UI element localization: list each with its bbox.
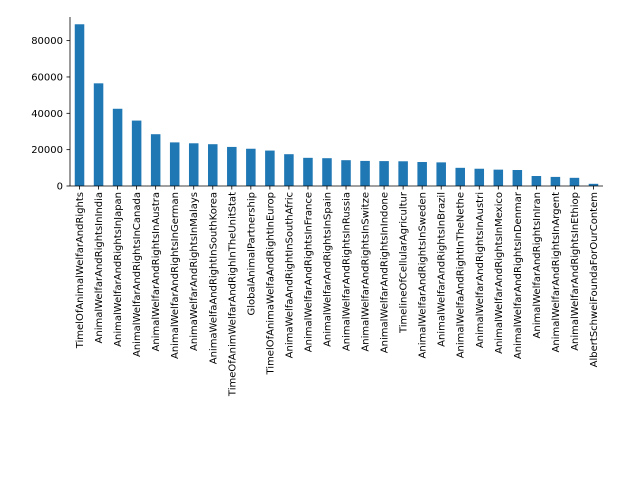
x-tick-label-9: GlobalAnimalPartnership bbox=[246, 192, 257, 316]
x-tick-label-5: AnimalWelfarAndRightsInGerman bbox=[170, 192, 181, 359]
bar-18 bbox=[417, 162, 427, 186]
bar-13 bbox=[322, 158, 332, 186]
x-tick-label-12: AnimalWelfarAndRightsInFrance bbox=[303, 192, 314, 352]
x-axis: TimelOfAnimalWelfarAndRights AnimalWelfar… bbox=[75, 186, 600, 397]
bar-21 bbox=[474, 168, 485, 186]
x-tick-label-0: TimelOfAnimalWelfarAndRights bbox=[75, 192, 86, 349]
y-tick-label-0: 0 bbox=[57, 182, 63, 193]
x-tick-label-18: AnimalWelfarAndRightsInSweden bbox=[418, 192, 429, 358]
x-tick-label-13: AnimalWelfarAndRightsInSpain bbox=[322, 192, 333, 347]
x-tick-label-15: AnimalWelfarAndRightsInSwitze bbox=[361, 192, 372, 352]
bar-17 bbox=[398, 161, 408, 186]
bar-7 bbox=[208, 144, 218, 186]
bar-9 bbox=[246, 148, 256, 186]
x-tick-label-21: AnimalWelfarAndRightsInAustri bbox=[475, 192, 486, 348]
y-tick-label-4: 80000 bbox=[31, 36, 63, 47]
bar-0 bbox=[74, 24, 85, 187]
x-tick-label-4: AnimalWelfarAndRightsInAustra bbox=[151, 192, 162, 352]
bar-10 bbox=[265, 150, 275, 186]
bar-3 bbox=[131, 120, 142, 186]
x-tick-label-7: AnimaWelfaAndRightInSouthKorea bbox=[208, 192, 219, 364]
bar-6 bbox=[188, 143, 199, 186]
bar-24 bbox=[531, 176, 542, 186]
bar-14 bbox=[341, 160, 351, 186]
x-tick-label-3: AnimalWelfarAndRightsInCanada bbox=[132, 192, 143, 357]
bar-4 bbox=[150, 134, 161, 186]
y-tick-label-1: 20000 bbox=[31, 145, 63, 156]
x-tick-label-17: TimelineOfCellularAgricultur bbox=[399, 191, 410, 334]
x-tick-label-14: AnimalWelfarAndRightsInRussia bbox=[342, 192, 353, 351]
bars-group bbox=[74, 24, 599, 187]
bar-23 bbox=[512, 170, 523, 186]
bar-26 bbox=[569, 177, 580, 186]
y-tick-label-3: 60000 bbox=[31, 72, 63, 83]
x-tick-label-22: AnimalWelfarAndRightsInMexico bbox=[494, 192, 505, 354]
bar-1 bbox=[93, 83, 104, 186]
bar-16 bbox=[379, 161, 389, 186]
x-tick-label-20: AnimalWelfaAndRightInTheNethe bbox=[456, 192, 467, 358]
x-tick-label-27: AlbertSchweiFoundaForOurContem bbox=[589, 192, 600, 367]
x-tick-label-1: AnimalWelfarAndRightsInIndia bbox=[94, 192, 105, 344]
bar-2 bbox=[112, 108, 123, 186]
bar-11 bbox=[284, 154, 294, 186]
x-tick-label-11: AnimaWelfaAndRightInSouthAfric bbox=[284, 192, 295, 358]
x-tick-label-25: AnimalWelfarAndRightsInArgent bbox=[551, 192, 562, 353]
x-tick-label-26: AnimalWelfarAndRightsInEthiop bbox=[570, 192, 581, 351]
y-axis: 0 20000 40000 60000 80000 bbox=[31, 36, 70, 193]
bar-22 bbox=[493, 169, 504, 186]
x-tick-label-23: AnimalWelfarAndRightsInDenmar bbox=[513, 191, 524, 359]
x-tick-label-6: AnimaWelfarAndRightsInMalays bbox=[189, 192, 200, 351]
x-tick-label-8: TimeOfAnimWelfarAndRighInTheUnitStat bbox=[227, 192, 238, 397]
bar-15 bbox=[360, 160, 370, 186]
bar-19 bbox=[436, 162, 446, 186]
bar-5 bbox=[169, 142, 180, 186]
x-tick-label-24: AnimalWelfarAndRightsInIran bbox=[532, 192, 543, 338]
bar-25 bbox=[550, 176, 561, 186]
y-tick-label-2: 40000 bbox=[31, 109, 63, 120]
bar-12 bbox=[303, 157, 313, 186]
bar-20 bbox=[455, 167, 465, 186]
bar-8 bbox=[227, 146, 237, 186]
x-tick-label-2: AnimalWelfarAndRightsInJapan bbox=[113, 192, 124, 347]
bar-27 bbox=[588, 183, 599, 186]
x-tick-label-19: AnimalWelfarAndRightsInBrazil bbox=[437, 192, 448, 347]
x-tick-label-10: TimelOfAnimaWelfaAndRightInEurop bbox=[265, 192, 276, 376]
x-tick-label-16: AnimalWelfarAndRightsInIndone bbox=[380, 192, 391, 353]
